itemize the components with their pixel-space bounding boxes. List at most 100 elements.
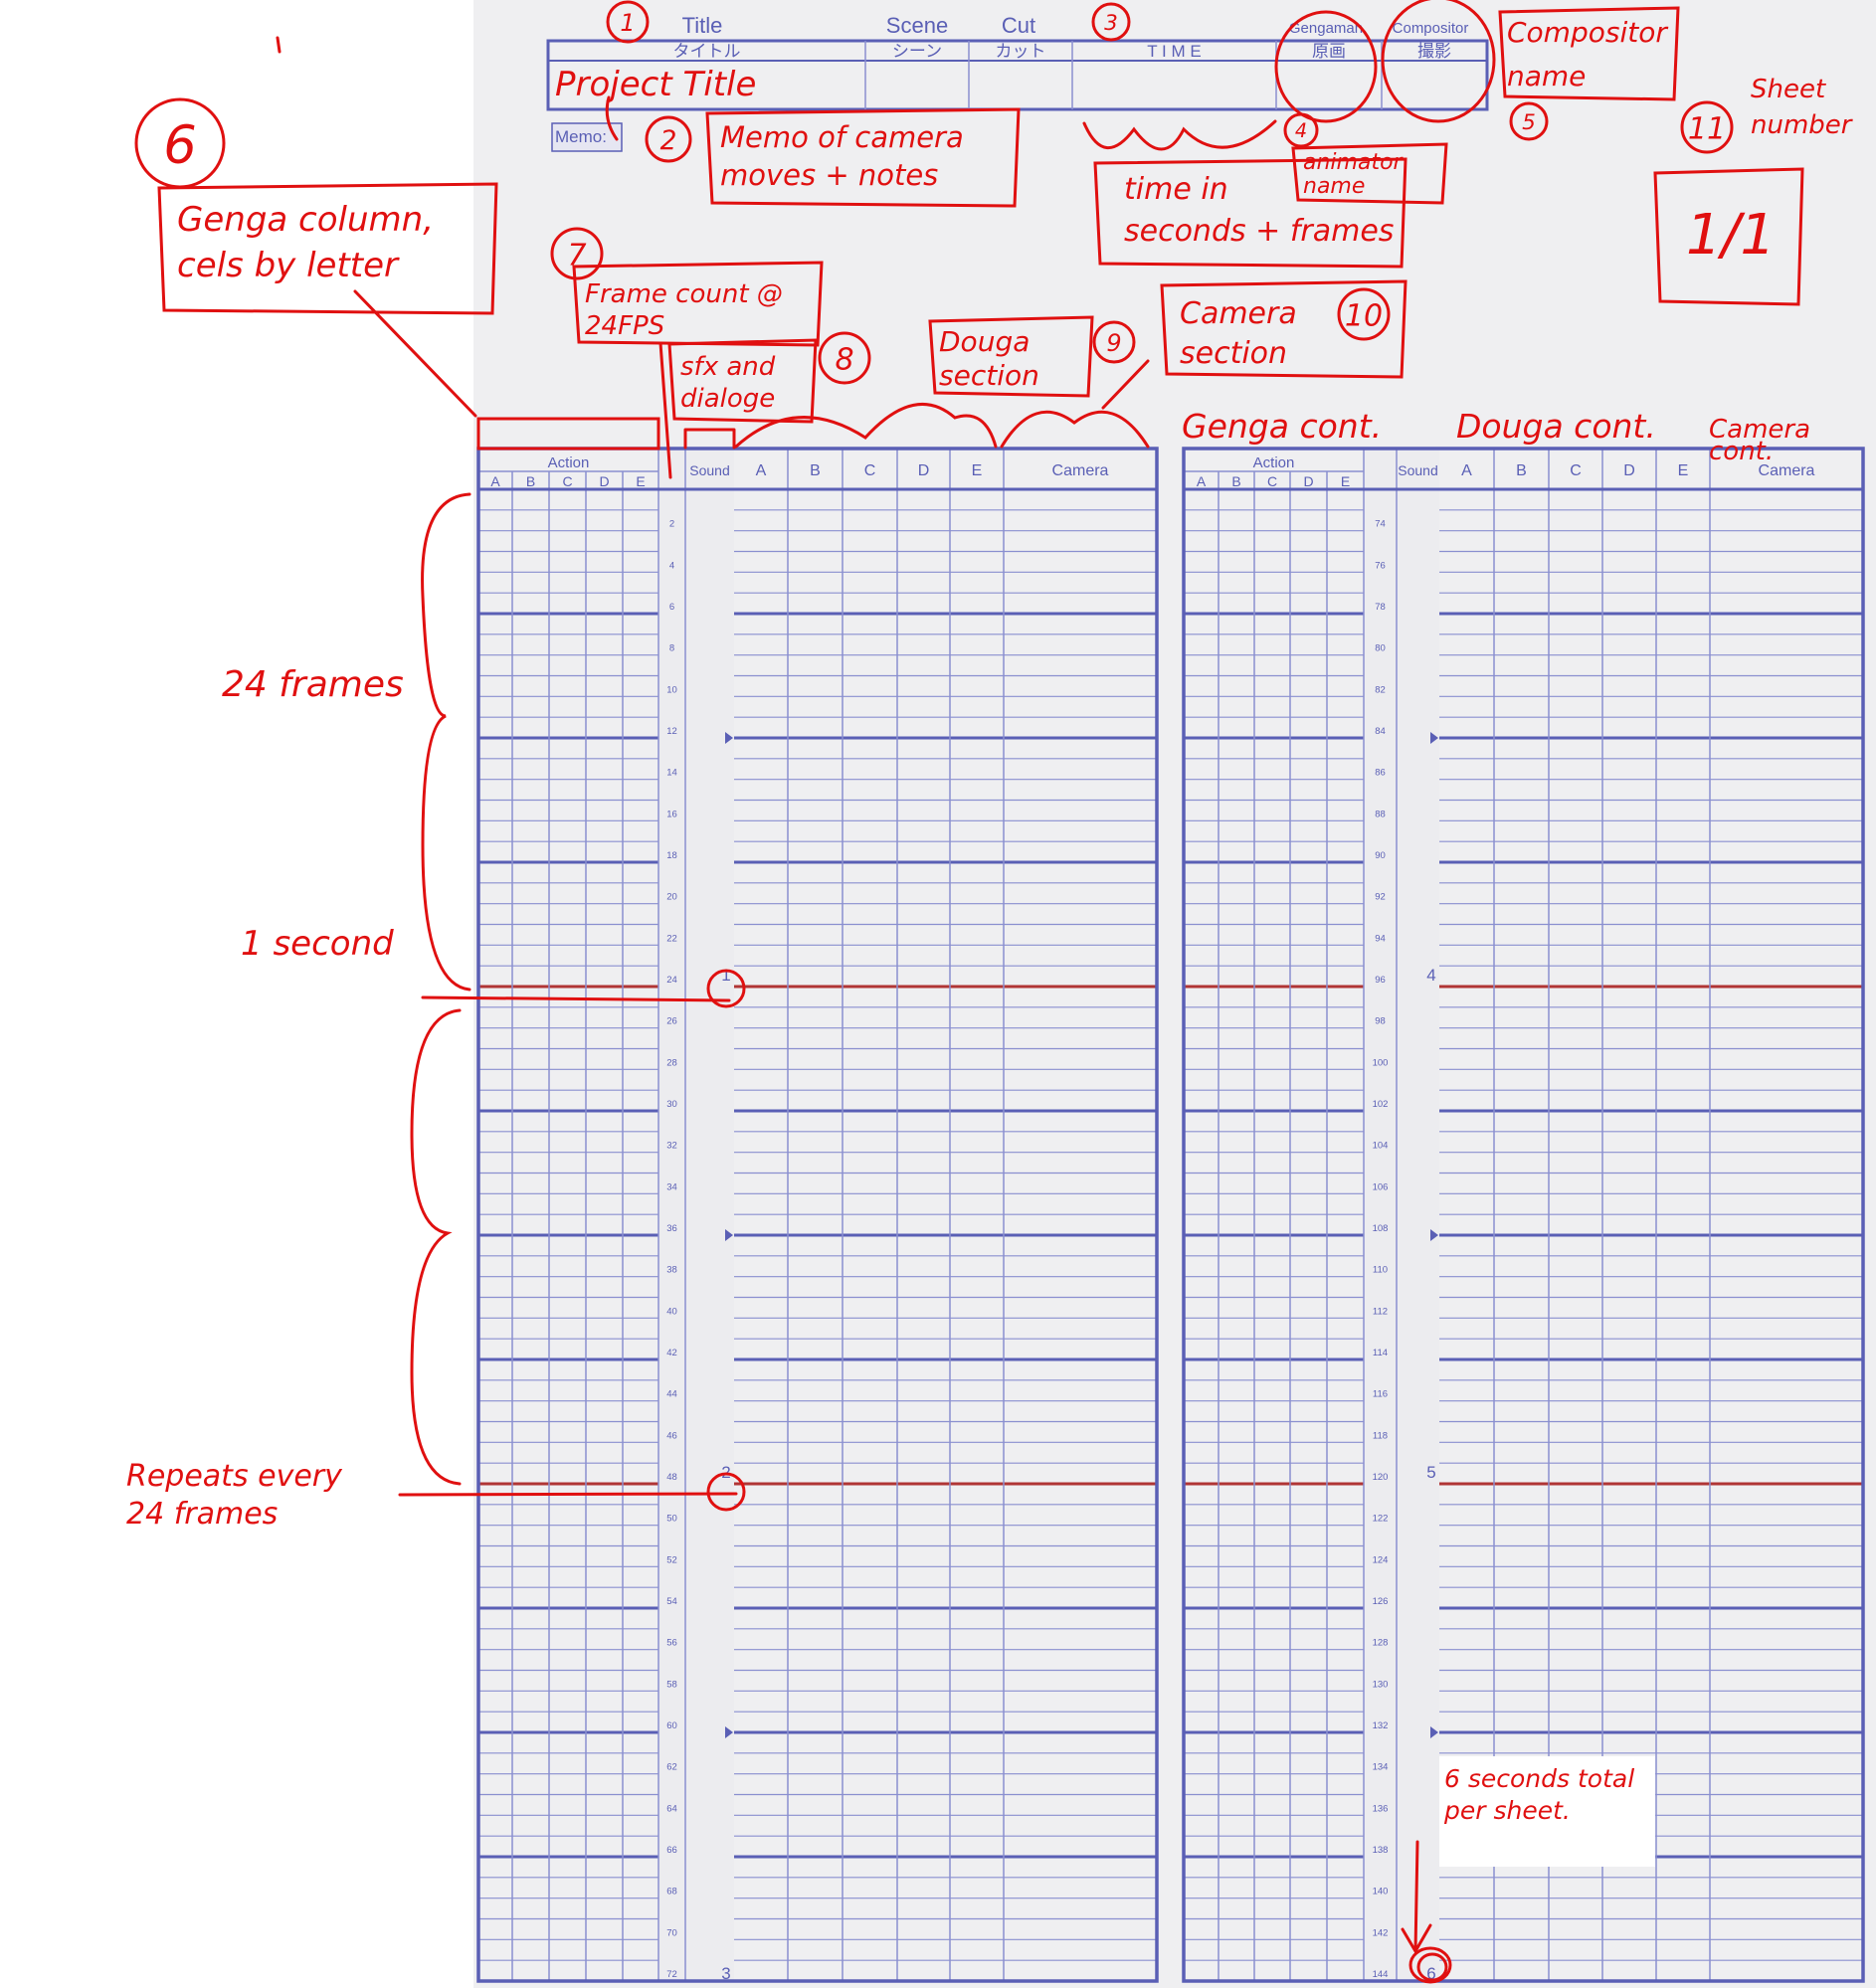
second-number: 3: [721, 1964, 730, 1983]
frame-number: 42: [666, 1348, 677, 1358]
frame-number: 40: [666, 1306, 677, 1317]
time-note-box: [1093, 157, 1407, 269]
memo-note-text: Memo of camera: [720, 120, 964, 154]
frame-number: 144: [1373, 1969, 1389, 1980]
second-2-circle: [706, 1472, 746, 1512]
annotation-number-8: 8: [835, 342, 853, 377]
frame-number: 116: [1373, 1389, 1388, 1400]
project-title-annotation: Project Title: [555, 65, 756, 104]
annotation-number-5: 5: [1522, 110, 1536, 135]
camera-note-text: section: [1180, 336, 1287, 371]
frame-number: 86: [1375, 768, 1386, 779]
douga-col-E: E: [1678, 462, 1689, 479]
frame-number: 4: [669, 560, 674, 571]
one-second-line: [421, 995, 731, 1002]
repeats-label: Repeats every: [126, 1459, 343, 1494]
second-6-circle-inner: [1416, 1952, 1448, 1982]
annotation-number-circle: [645, 115, 692, 163]
frame-number: 18: [666, 850, 677, 861]
frame-number: 108: [1373, 1223, 1389, 1234]
camera-note-box: [1160, 279, 1407, 379]
annotation-number-9: 9: [1106, 329, 1121, 357]
annotation-number-3: 3: [1104, 11, 1118, 36]
half-second-marker-icon: [725, 732, 733, 744]
time-note-text: seconds + frames: [1124, 214, 1394, 249]
annotation-number-circle: [1092, 320, 1136, 364]
frame-number: 70: [666, 1927, 677, 1938]
stray-mark: [276, 36, 281, 54]
header-label-title: Title: [682, 13, 723, 38]
annotation-number-4: 4: [1295, 119, 1307, 142]
action-col-D: D: [599, 473, 609, 489]
genga-note-box: [157, 182, 498, 315]
frame-number: 20: [666, 892, 677, 903]
frame-number: 132: [1373, 1720, 1389, 1731]
frame-number: 68: [666, 1887, 677, 1898]
action-col-D: D: [1303, 473, 1313, 489]
camera-note-text: Camera: [1180, 296, 1297, 331]
frame-number: 14: [666, 768, 677, 779]
action-header-highlight: [476, 417, 660, 451]
frame-number: 72: [666, 1969, 677, 1980]
half-second-marker-icon: [1430, 732, 1438, 744]
frame-number: 140: [1373, 1887, 1389, 1898]
genga-note-text: Genga column,: [177, 200, 434, 240]
frame-number: 48: [666, 1472, 677, 1483]
header-column-label-3: T I M E: [1147, 42, 1201, 61]
frame-number: 126: [1373, 1596, 1389, 1607]
frame-number: 8: [669, 643, 674, 654]
frames-24-label: 24 frames: [222, 664, 404, 705]
frame-number: 26: [666, 1016, 677, 1027]
frame-count-box: [572, 261, 824, 347]
second-number: 6: [1426, 1964, 1435, 1983]
frame-number: 60: [666, 1720, 677, 1731]
frame-number: 22: [666, 933, 677, 944]
frame-number: 24: [666, 975, 677, 986]
douga-col-E: E: [972, 462, 983, 479]
frame-number: 106: [1373, 1181, 1389, 1192]
frame-number: 136: [1373, 1803, 1389, 1814]
camera-header: Camera: [1759, 462, 1815, 479]
animator-name-text: name: [1303, 174, 1365, 199]
douga-note-text: section: [939, 359, 1039, 392]
sound-header: Sound: [1398, 462, 1437, 478]
second-number: 5: [1426, 1463, 1435, 1482]
gengaman-circle: [1274, 10, 1378, 123]
frame-number: 88: [1375, 809, 1386, 819]
frame-number: 82: [1375, 684, 1386, 695]
frame-number: 34: [666, 1181, 677, 1192]
frame-number: 134: [1373, 1762, 1389, 1773]
frame-number: 100: [1373, 1057, 1389, 1068]
frame-number: 114: [1373, 1348, 1388, 1358]
douga-cont-label: Douga cont.: [1456, 407, 1656, 446]
annotation-number-11: 11: [1688, 111, 1726, 146]
arrow-down-icon: [1401, 1840, 1432, 1954]
frame-number: 128: [1373, 1638, 1389, 1649]
douga-note-box: [928, 315, 1094, 398]
second-6-circle: [1408, 1946, 1452, 1984]
douga-note-text: Douga: [939, 325, 1030, 358]
action-col-C: C: [562, 473, 572, 489]
frame-number: 6: [669, 602, 674, 613]
douga-col-D: D: [1623, 462, 1635, 479]
total-note-background: [1439, 1756, 1655, 1867]
sfx-note-text: sfx and: [680, 352, 776, 382]
frame-number: 28: [666, 1057, 677, 1068]
camera-brace: [1000, 410, 1150, 449]
douga-col-C: C: [864, 462, 876, 479]
action-col-B: B: [1231, 473, 1240, 489]
frame-number: 104: [1373, 1141, 1389, 1152]
frame-number: 36: [666, 1223, 677, 1234]
total-note-text: per sheet.: [1443, 1796, 1571, 1825]
table-border: [476, 447, 1159, 1983]
annotation-number-circle: [1091, 2, 1131, 42]
half-second-marker-icon: [1430, 1229, 1438, 1241]
frame-number: 54: [666, 1596, 677, 1607]
compositor-name-text: Compositor: [1507, 16, 1668, 49]
frame-number: 98: [1375, 1016, 1386, 1027]
frame-number: 124: [1373, 1554, 1389, 1565]
annotation-number-7: 7: [567, 238, 586, 272]
animator-name-box: [1291, 142, 1448, 205]
